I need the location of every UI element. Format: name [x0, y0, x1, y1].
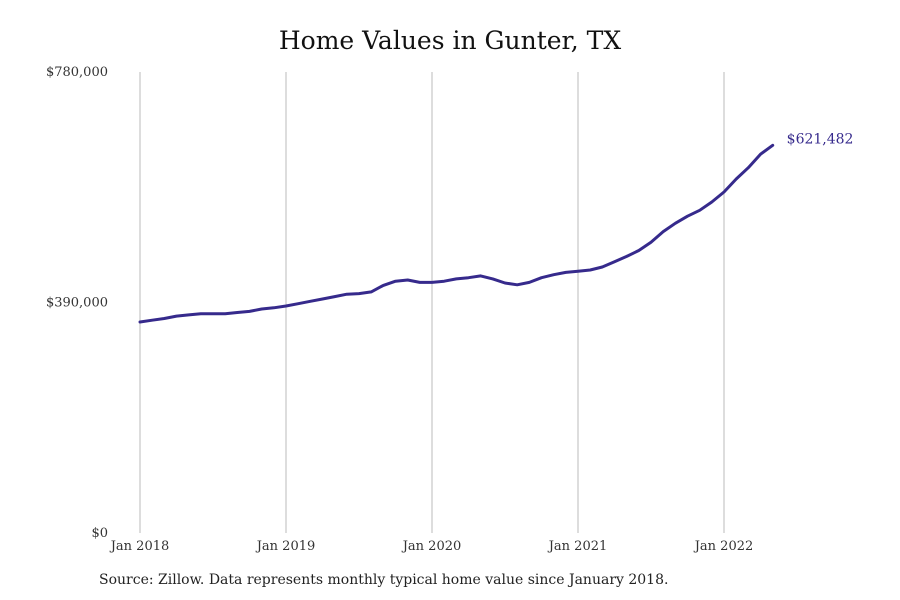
end-value-label: $621,482	[787, 131, 854, 147]
y-tick-label: $0	[91, 526, 108, 541]
y-tick-label: $780,000	[46, 65, 108, 80]
series-line-home-value	[138, 143, 775, 324]
x-tick-label: Jan 2020	[401, 539, 462, 554]
chart-title: Home Values in Gunter, TX	[278, 26, 622, 55]
x-tick-label: Jan 2021	[547, 539, 608, 554]
x-tick-label: Jan 2019	[255, 539, 316, 554]
y-tick-label: $390,000	[46, 296, 108, 311]
x-tick-label: Jan 2022	[693, 539, 754, 554]
x-tick-label: Jan 2018	[109, 539, 170, 554]
source-note: Source: Zillow. Data represents monthly …	[99, 572, 669, 588]
